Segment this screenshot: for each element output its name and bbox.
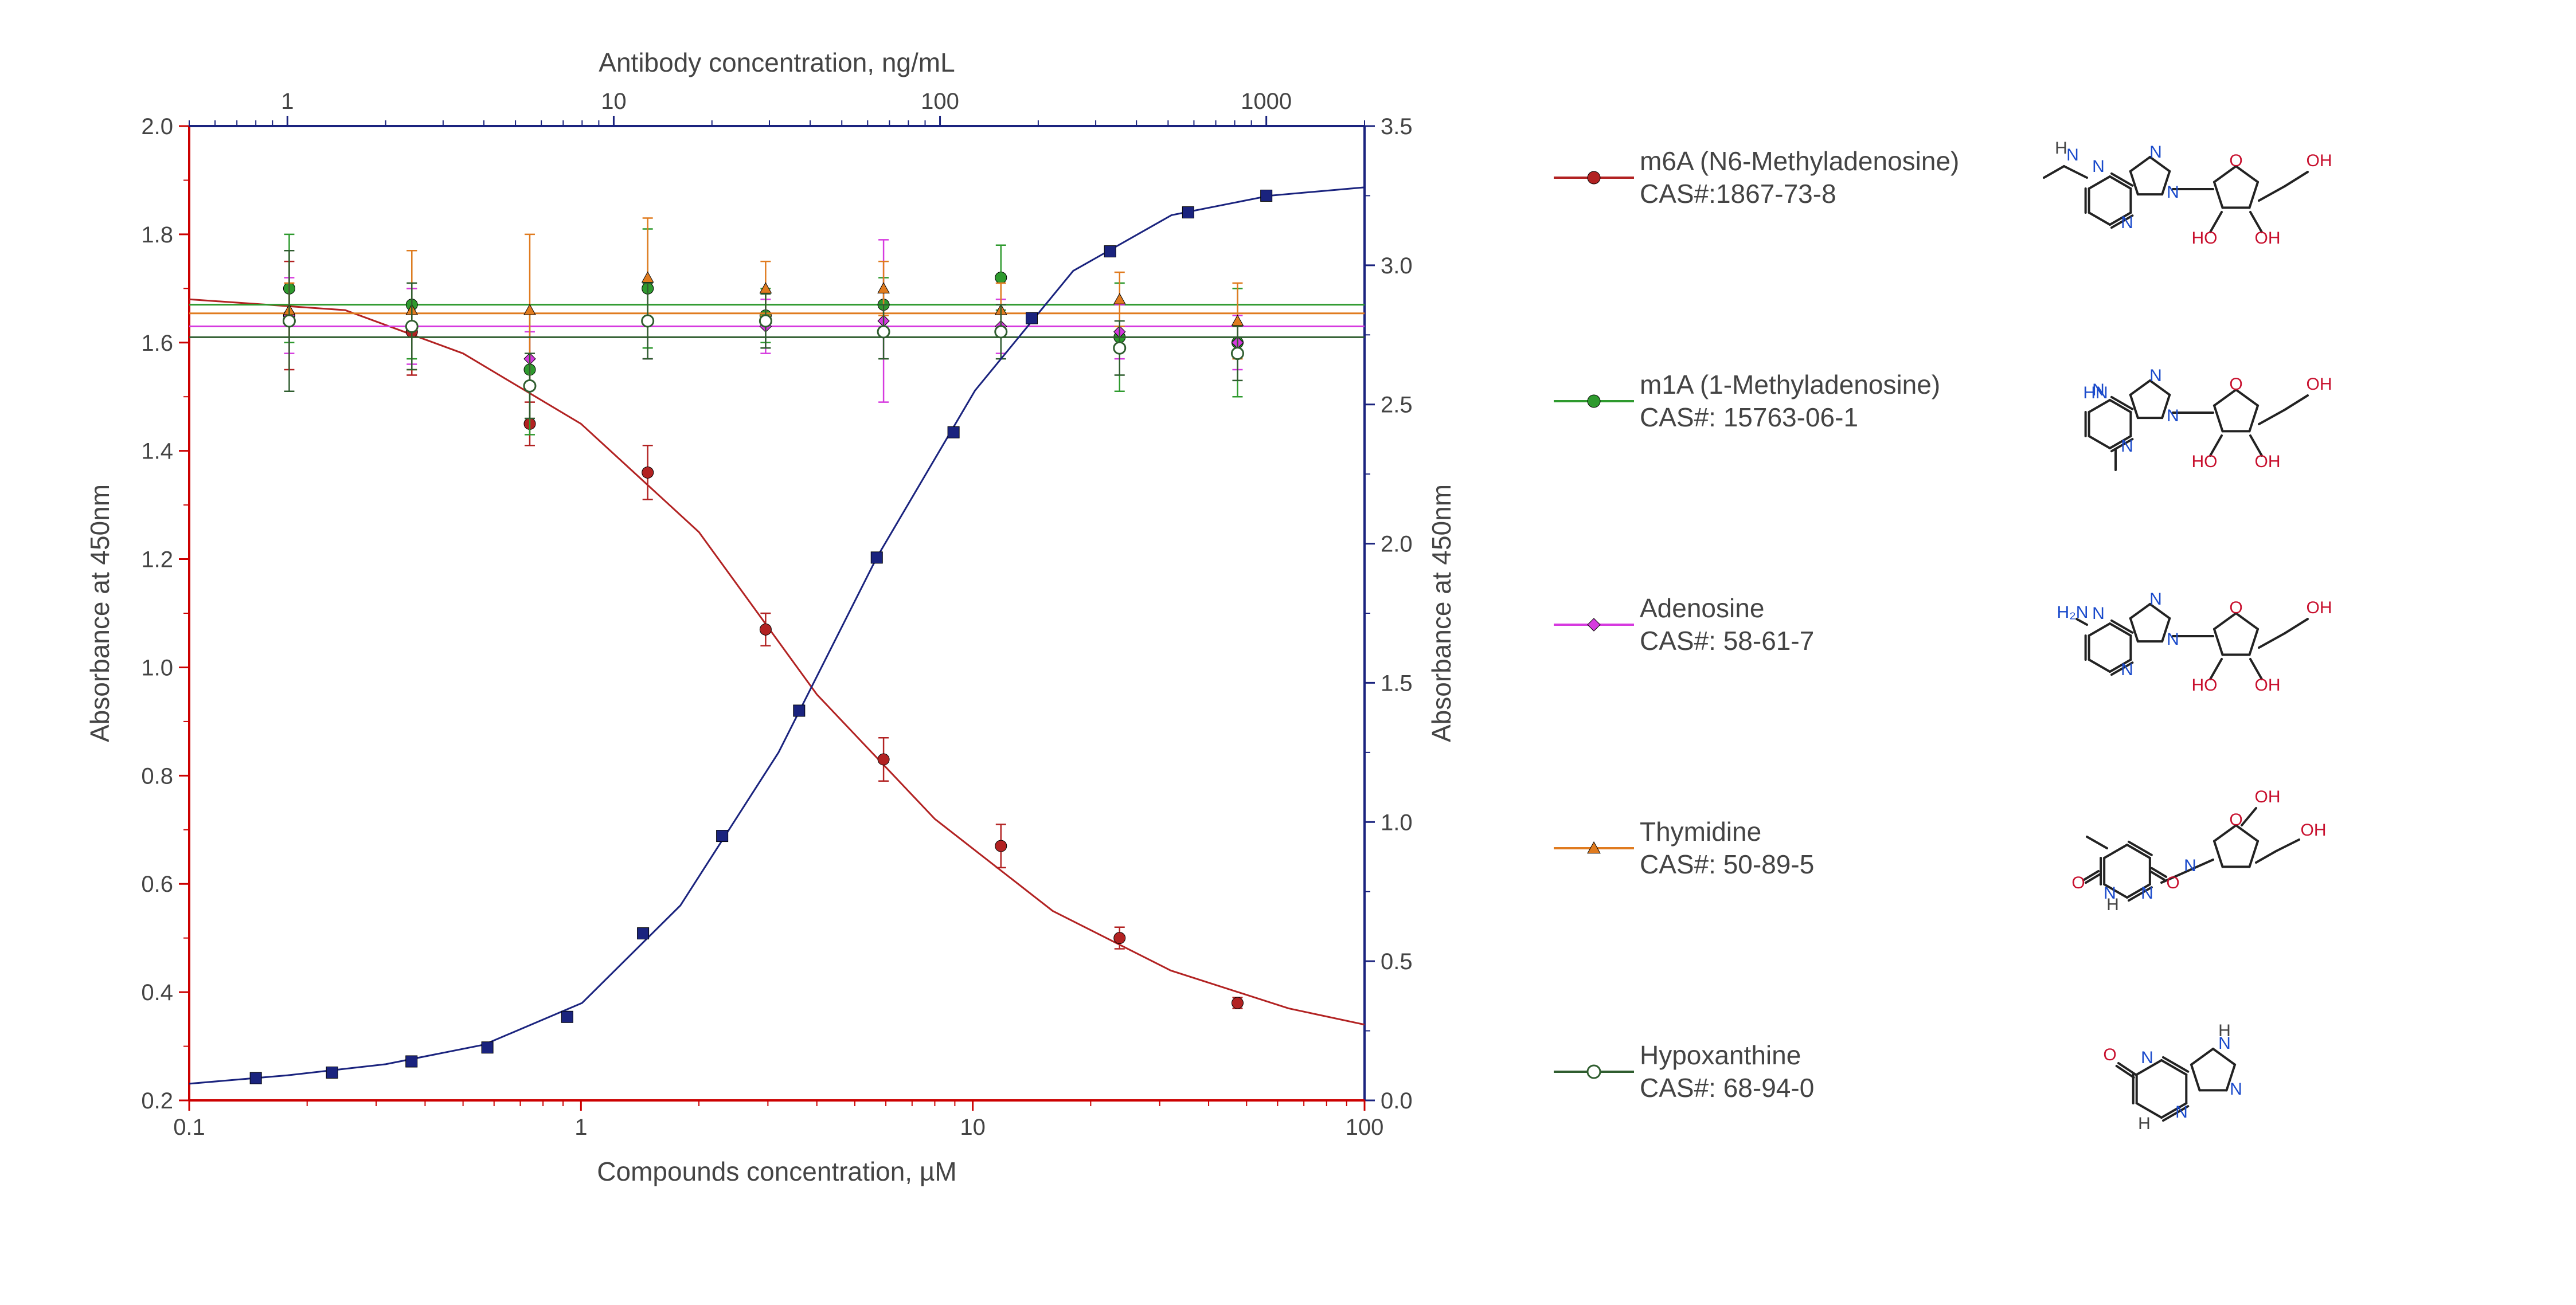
svg-text:O: O bbox=[2229, 598, 2242, 617]
svg-text:1.2: 1.2 bbox=[141, 547, 173, 573]
svg-text:O: O bbox=[2166, 873, 2179, 892]
svg-text:N: N bbox=[2121, 660, 2133, 679]
svg-text:0.5: 0.5 bbox=[1381, 949, 1413, 974]
legend-marker-aden bbox=[1551, 613, 1637, 636]
svg-text:2.5: 2.5 bbox=[1381, 393, 1413, 418]
svg-text:OH: OH bbox=[2255, 229, 2281, 248]
svg-text:1.0: 1.0 bbox=[141, 655, 173, 680]
svg-text:Absorbance at 450nm: Absorbance at 450nm bbox=[1426, 484, 1456, 742]
svg-text:O: O bbox=[2229, 375, 2242, 394]
legend-label-thy: ThymidineCAS#: 50-89-5 bbox=[1640, 816, 2030, 881]
svg-text:1.8: 1.8 bbox=[141, 222, 173, 248]
svg-text:Antibody concentration, ng/mL: Antibody concentration, ng/mL bbox=[599, 48, 955, 77]
svg-text:HO: HO bbox=[2192, 229, 2218, 248]
svg-text:N: N bbox=[2066, 146, 2079, 164]
svg-text:100: 100 bbox=[921, 89, 959, 114]
svg-text:N: N bbox=[2092, 157, 2105, 176]
svg-text:1.4: 1.4 bbox=[141, 439, 173, 464]
structure-hyp: NNNNHHO bbox=[2030, 997, 2351, 1146]
svg-text:OH: OH bbox=[2307, 375, 2332, 394]
svg-text:HO: HO bbox=[2192, 676, 2218, 695]
svg-text:N: N bbox=[2121, 437, 2133, 456]
structure-thy: NNHOOOOHOHN bbox=[2030, 774, 2351, 923]
legend-item-hyp: HypoxanthineCAS#: 68-94-0NNNNHHO bbox=[1548, 997, 2551, 1146]
svg-text:N: N bbox=[2167, 630, 2179, 649]
svg-text:O: O bbox=[2103, 1045, 2116, 1064]
legend-item-thy: ThymidineCAS#: 50-89-5NNHOOOOHOHN bbox=[1548, 774, 2551, 923]
structure-m1a: NNNNHNOOHOHHO bbox=[2030, 327, 2351, 476]
svg-text:N: N bbox=[2149, 366, 2162, 385]
svg-text:N: N bbox=[2149, 590, 2162, 609]
legend-item-m6a: m6A (N6-Methyladenosine)CAS#:1867-73-8NN… bbox=[1548, 103, 2551, 252]
svg-text:N: N bbox=[2167, 406, 2179, 425]
svg-text:0.4: 0.4 bbox=[141, 980, 173, 1005]
svg-text:HO: HO bbox=[2192, 452, 2218, 471]
legend-label-aden: AdenosineCAS#: 58-61-7 bbox=[1640, 592, 2030, 658]
svg-text:0.8: 0.8 bbox=[141, 763, 173, 789]
svg-text:H: H bbox=[2055, 139, 2067, 158]
legend-label-hyp: HypoxanthineCAS#: 68-94-0 bbox=[1640, 1039, 2030, 1105]
svg-text:HN: HN bbox=[2083, 383, 2108, 402]
legend-marker-m6a bbox=[1551, 166, 1637, 189]
svg-text:0.6: 0.6 bbox=[141, 872, 173, 897]
legend-item-aden: AdenosineCAS#: 58-61-7NNNNH₂NOOHOHHO bbox=[1548, 550, 2551, 699]
svg-text:OH: OH bbox=[2255, 787, 2281, 806]
svg-text:Absorbance at 450nm: Absorbance at 450nm bbox=[85, 484, 115, 742]
svg-text:3.0: 3.0 bbox=[1381, 253, 1413, 279]
legend-marker-m1a bbox=[1551, 390, 1637, 413]
svg-text:100: 100 bbox=[1346, 1115, 1384, 1140]
legend-panel: m6A (N6-Methyladenosine)CAS#:1867-73-8NN… bbox=[1548, 103, 2551, 1221]
svg-text:H: H bbox=[2218, 1021, 2231, 1040]
legend-marker-thy bbox=[1551, 837, 1637, 860]
svg-text:N: N bbox=[2141, 1048, 2153, 1067]
svg-text:2.0: 2.0 bbox=[1381, 532, 1413, 557]
svg-text:H: H bbox=[2138, 1114, 2151, 1133]
svg-text:N: N bbox=[2121, 213, 2133, 232]
legend-item-m1a: m1A (1-Methyladenosine)CAS#: 15763-06-1 N… bbox=[1548, 327, 2551, 476]
svg-text:1: 1 bbox=[281, 89, 294, 114]
svg-text:10: 10 bbox=[601, 89, 627, 114]
svg-text:2.0: 2.0 bbox=[141, 114, 173, 139]
svg-text:O: O bbox=[2071, 873, 2085, 892]
svg-text:OH: OH bbox=[2307, 151, 2332, 170]
svg-text:10: 10 bbox=[960, 1115, 986, 1140]
svg-text:N: N bbox=[2149, 143, 2162, 162]
svg-text:0.0: 0.0 bbox=[1381, 1088, 1413, 1114]
legend-marker-hyp bbox=[1551, 1060, 1637, 1083]
svg-text:OH: OH bbox=[2255, 452, 2281, 471]
svg-text:1.6: 1.6 bbox=[141, 331, 173, 356]
structure-m6a: NNNNNHOOHOHHO bbox=[2030, 103, 2351, 252]
svg-text:N: N bbox=[2141, 884, 2153, 903]
svg-text:H: H bbox=[2106, 895, 2119, 914]
svg-text:N: N bbox=[2092, 604, 2105, 623]
chart-panel: 0.2 0.4 0.6 0.8 1.0 1.2 1.4 1.6 1.8 2.0 0.0 0.5 1.0 1… bbox=[57, 29, 1491, 1261]
svg-text:N: N bbox=[2167, 183, 2179, 202]
svg-text:N: N bbox=[2175, 1103, 2188, 1122]
svg-text:1.0: 1.0 bbox=[1381, 810, 1413, 835]
svg-text:O: O bbox=[2229, 151, 2242, 170]
svg-text:3.5: 3.5 bbox=[1381, 114, 1413, 139]
svg-text:0.2: 0.2 bbox=[141, 1088, 173, 1114]
structure-aden: NNNNH₂NOOHOHHO bbox=[2030, 550, 2351, 699]
svg-text:0.1: 0.1 bbox=[173, 1115, 205, 1140]
svg-text:OH: OH bbox=[2301, 821, 2327, 840]
svg-text:1.5: 1.5 bbox=[1381, 671, 1413, 696]
svg-text:1: 1 bbox=[574, 1115, 587, 1140]
svg-text:N: N bbox=[2184, 856, 2196, 875]
series-curve-m6a bbox=[189, 299, 1365, 1025]
svg-text:Compounds concentration, µM: Compounds concentration, µM bbox=[597, 1157, 956, 1186]
svg-text:OH: OH bbox=[2255, 676, 2281, 695]
chart-svg: 0.2 0.4 0.6 0.8 1.0 1.2 1.4 1.6 1.8 2.0 0.0 0.5 1.0 1… bbox=[57, 29, 1491, 1261]
series-curve-ab bbox=[189, 187, 1365, 1084]
legend-label-m1a: m1A (1-Methyladenosine)CAS#: 15763-06-1 bbox=[1640, 369, 2030, 434]
svg-text:OH: OH bbox=[2307, 598, 2332, 617]
svg-text:N: N bbox=[2230, 1080, 2242, 1099]
svg-text:O: O bbox=[2229, 810, 2242, 829]
legend-label-m6a: m6A (N6-Methyladenosine)CAS#:1867-73-8 bbox=[1640, 145, 2030, 211]
svg-text:H₂N: H₂N bbox=[2057, 603, 2089, 622]
svg-text:1000: 1000 bbox=[1241, 89, 1292, 114]
